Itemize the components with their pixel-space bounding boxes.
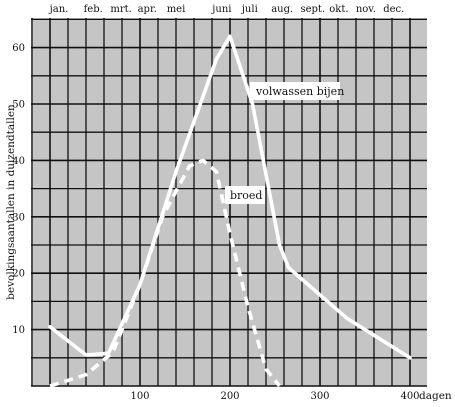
adult-label-box bbox=[250, 82, 340, 100]
month-label: juni bbox=[211, 4, 231, 15]
x-tick-labels: 100 200 300 400 bbox=[130, 391, 419, 402]
brood-label-box bbox=[225, 186, 265, 204]
series-label-adult-bees: volwassen bijen bbox=[255, 85, 344, 98]
series-layer bbox=[48, 34, 412, 388]
y-tick-label: 40 bbox=[12, 156, 25, 167]
x-axis-label: dagen bbox=[419, 390, 452, 402]
y-tick-label: 30 bbox=[12, 212, 25, 223]
series-line-adult-bees bbox=[48, 34, 412, 360]
month-label: mrt. bbox=[110, 4, 131, 15]
y-tick-label: 50 bbox=[12, 100, 25, 111]
month-label: aug. bbox=[271, 4, 293, 15]
series-label-brood: broed bbox=[230, 189, 262, 202]
series-line-brood bbox=[49, 158, 281, 388]
month-label: sept. bbox=[300, 4, 325, 15]
x-tick-label: 400 bbox=[400, 391, 419, 402]
month-labels: jan. feb. mrt. apr. mei juni juli aug. sept. okt.… bbox=[49, 4, 405, 15]
y-tick-labels: 10 20 30 40 50 60 bbox=[12, 43, 25, 336]
month-label: feb. bbox=[84, 4, 103, 15]
y-tick-label: 20 bbox=[12, 269, 25, 280]
y-tick-label: 60 bbox=[12, 43, 25, 54]
month-label: juli bbox=[241, 4, 258, 15]
x-tick-label: 100 bbox=[130, 391, 149, 402]
x-tick-label: 200 bbox=[220, 391, 239, 402]
month-label: okt. bbox=[329, 4, 348, 15]
month-label: dec. bbox=[383, 4, 404, 15]
month-label: jan. bbox=[49, 4, 69, 15]
y-tick-label: 10 bbox=[12, 325, 25, 336]
y-axis-label: bevolkingsaantallen in duizendtallen bbox=[5, 104, 17, 300]
month-label: mei bbox=[167, 4, 186, 15]
month-label: nov. bbox=[356, 4, 376, 15]
month-label: apr. bbox=[138, 4, 157, 15]
grid bbox=[31, 18, 427, 387]
x-tick-label: 300 bbox=[310, 391, 329, 402]
